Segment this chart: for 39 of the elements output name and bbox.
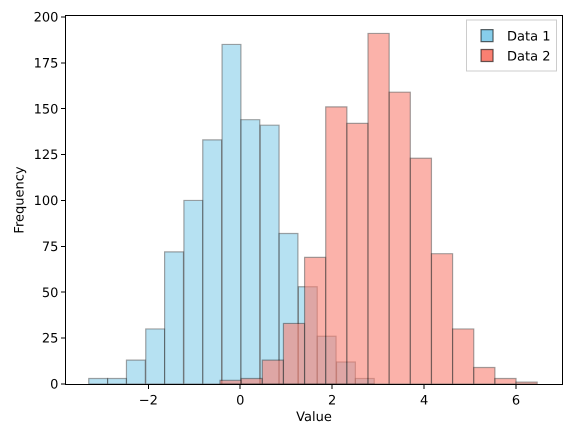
bar bbox=[88, 378, 108, 384]
y-tick-label: 100 bbox=[34, 194, 58, 210]
y-axis-title: Frequency bbox=[12, 166, 28, 234]
x-tick-label: −2 bbox=[138, 394, 158, 409]
bar bbox=[219, 380, 242, 384]
bar bbox=[430, 253, 454, 384]
bar bbox=[240, 378, 263, 384]
x-tick-label: 4 bbox=[420, 394, 428, 409]
bar bbox=[202, 139, 222, 384]
y-tick-label: 0 bbox=[50, 378, 58, 393]
y-tick-label: 200 bbox=[34, 10, 58, 26]
bar bbox=[262, 360, 284, 384]
bar bbox=[388, 92, 411, 384]
x-tick-label: 6 bbox=[512, 394, 520, 409]
x-tick-label: 0 bbox=[236, 394, 244, 409]
bar bbox=[367, 32, 390, 384]
bar bbox=[183, 200, 204, 384]
bar bbox=[325, 106, 348, 384]
bar bbox=[126, 360, 146, 384]
bar bbox=[164, 251, 184, 384]
y-tick-label: 75 bbox=[42, 240, 58, 255]
legend-label: Data 2 bbox=[507, 50, 550, 65]
y-tick-label: 150 bbox=[34, 102, 58, 118]
y-tick-label: 25 bbox=[42, 332, 58, 347]
bar bbox=[494, 378, 517, 384]
bar bbox=[107, 378, 128, 384]
x-tick-label: 2 bbox=[328, 394, 336, 409]
x-axis-title: Value bbox=[296, 410, 332, 426]
y-tick-label: 50 bbox=[42, 286, 58, 301]
bar bbox=[473, 366, 496, 384]
y-tick-label: 175 bbox=[34, 56, 58, 72]
bar bbox=[452, 328, 474, 384]
bar bbox=[145, 328, 166, 384]
legend-label: Data 1 bbox=[507, 30, 550, 45]
bar bbox=[304, 256, 326, 384]
y-tick-label: 125 bbox=[34, 148, 58, 164]
bar bbox=[346, 122, 369, 384]
bar bbox=[410, 158, 432, 384]
bar bbox=[282, 322, 306, 384]
